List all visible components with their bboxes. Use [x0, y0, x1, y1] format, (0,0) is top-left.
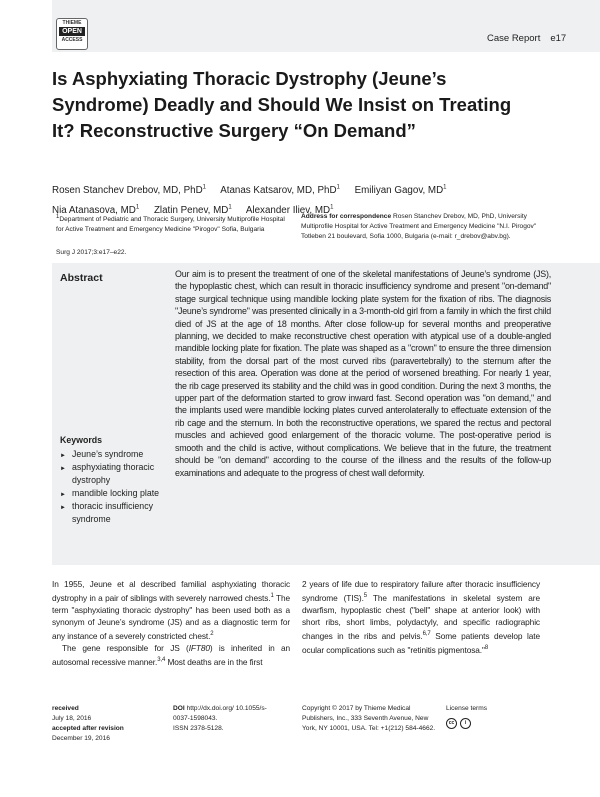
correspondence: Address for correspondence Rosen Stanche… [301, 213, 537, 240]
author: Emiliyan Gagov, MD1 [354, 185, 447, 197]
page-number: e17 [550, 33, 567, 44]
keywords-list: Jeune’s syndrome asphyxiating thoracic d… [60, 448, 170, 526]
author: Nia Atanasova, MD1 [52, 204, 140, 216]
cc-icon: cc [446, 718, 457, 729]
citation: Surg J 2017;3:e17–e22. [56, 249, 127, 256]
keyword: mandible locking plate [60, 487, 170, 502]
logo-text: OPEN [59, 27, 85, 36]
affiliation: 1Department of Pediatric and Thoracic Su… [56, 214, 285, 234]
license-link[interactable]: License terms [446, 705, 488, 712]
author-list: Rosen Stanchev Drebov, MD, PhD1 Atanas K… [52, 180, 532, 219]
license: License terms cc i [446, 704, 516, 729]
keywords-heading: Keywords [60, 435, 103, 445]
body-column-right: 2 years of life due to respiratory failu… [302, 579, 540, 655]
article-title: Is Asphyxiating Thoracic Dystrophy (Jeun… [52, 68, 512, 141]
keyword: Jeune’s syndrome [60, 448, 170, 463]
abstract-heading: Abstract [60, 272, 103, 284]
copyright: Copyright © 2017 by Thieme Medical Publi… [302, 705, 436, 732]
keyword: thoracic insufficiency syndrome [60, 500, 170, 526]
body-column-left: In 1955, Jeune et al described familial … [52, 579, 290, 667]
doi-info: DOI http://dx.doi.org/ 10.1055/s-0037-15… [173, 705, 267, 732]
author: Alexander Iliev, MD1 [245, 204, 334, 216]
author: Rosen Stanchev Drebov, MD, PhD1 [52, 185, 206, 197]
logo-text: THIEME [62, 20, 82, 26]
page-header [52, 0, 600, 52]
section-label: Case Report [487, 33, 541, 44]
keyword: asphyxiating thoracic dystrophy [60, 461, 170, 487]
running-head: Case Report e17 [487, 33, 566, 44]
author: Zlatin Penev, MD1 [153, 204, 232, 216]
author: Atanas Katsarov, MD, PhD1 [220, 185, 340, 197]
doi-link[interactable]: http://dx.doi.org/ 10.1055/s-0037-159804… [173, 705, 267, 722]
abstract-text: Our aim is to present the treatment of o… [175, 269, 551, 478]
thieme-open-access-logo: THIEME OPEN ACCESS [56, 18, 88, 50]
logo-text: ACCESS [61, 37, 83, 43]
history: received July 18, 2016 accepted after rev… [52, 705, 124, 742]
attribution-icon: i [460, 718, 471, 729]
